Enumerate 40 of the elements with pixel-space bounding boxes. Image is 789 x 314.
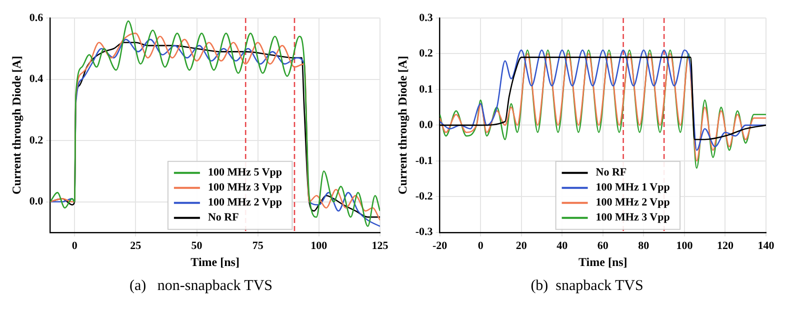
x-tick-label: 100 [676,240,694,252]
legend-label: 100 MHz 2 Vpp [208,196,282,209]
y-axis-title: Current through Diode [A] [9,56,24,194]
x-tick-label: -20 [432,240,448,252]
x-tick-label: 120 [716,240,734,252]
x-tick-label: 20 [516,240,528,252]
x-tick-label: 125 [372,240,389,252]
y-tick-label: 0.4 [29,73,44,86]
x-tick-label: 80 [638,240,650,252]
legend-label: 100 MHz 3 Vpp [208,182,282,194]
text: (b) snapback TVS [530,278,644,295]
legend-label: No RF [596,166,627,179]
legend-label: 100 MHz 2 Vpp [596,196,670,209]
y-tick-label: 0.0 [419,119,434,132]
text: (a) non-snapback TVS [129,278,273,295]
legend-label: 100 MHz 3 Vpp [596,212,670,224]
x-tick-label: 40 [556,240,568,252]
y-tick-label: -0.3 [415,226,434,238]
x-axis-title: Time [ns] [190,254,240,269]
y-axis-title: Current through Diode [A] [395,56,410,194]
y-tick-label: 0.6 [29,12,44,24]
x-tick-label: 100 [310,240,328,252]
x-tick-label: 140 [758,240,775,252]
y-tick-label: 0.3 [419,12,434,24]
y-tick-label: 0.2 [419,48,434,60]
x-tick-label: 50 [191,240,203,252]
x-tick-label: 0 [478,240,484,252]
x-tick-label: 60 [597,240,609,252]
x-axis-title: Time [ns] [578,254,628,269]
x-tick-label: 0 [72,240,78,252]
y-tick-label: -0.1 [415,154,433,167]
legend-label: 100 MHz 5 Vpp [208,166,282,179]
legend-label: 100 MHz 1 Vpp [596,182,670,194]
legend-label: No RF [208,212,240,224]
y-tick-label: 0.1 [419,83,433,96]
y-tick-label: 0.0 [29,196,44,208]
x-tick-label: 75 [252,240,264,252]
y-tick-label: -0.2 [415,190,434,203]
x-tick-label: 25 [130,240,142,252]
y-tick-label: 0.2 [29,134,44,146]
